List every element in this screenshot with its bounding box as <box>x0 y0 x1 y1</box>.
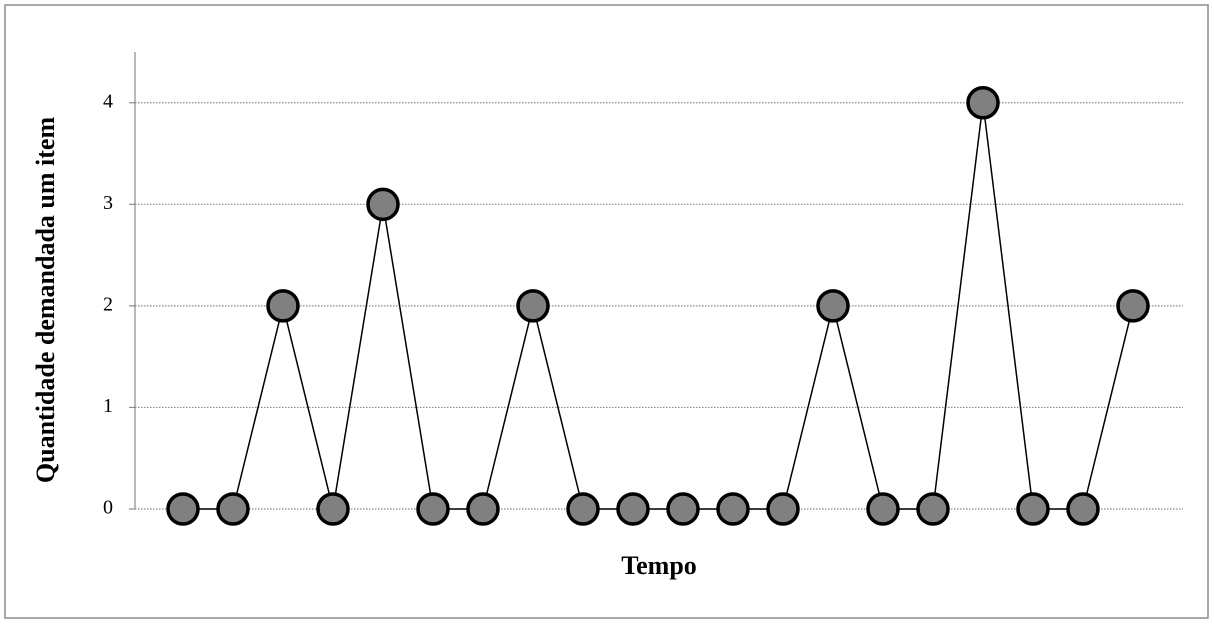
data-point <box>316 492 350 526</box>
data-point <box>1066 492 1100 526</box>
y-tick-label: 1 <box>103 395 113 417</box>
data-line <box>183 102 1134 510</box>
data-point <box>1116 289 1150 323</box>
data-point <box>766 492 800 526</box>
data-point <box>816 289 850 323</box>
data-point <box>516 289 550 323</box>
y-axis-title: Quantidade demandada um item <box>31 117 60 484</box>
data-point <box>166 492 200 526</box>
data-point <box>216 492 250 526</box>
data-point <box>616 492 650 526</box>
data-point <box>916 492 950 526</box>
y-tick-label: 3 <box>103 192 113 214</box>
data-point <box>866 492 900 526</box>
data-point <box>466 492 500 526</box>
data-point <box>966 86 1000 120</box>
data-point <box>266 289 300 323</box>
x-axis-title: Tempo <box>621 551 697 580</box>
data-point <box>566 492 600 526</box>
chart-frame <box>4 4 1209 619</box>
y-tick-label: 0 <box>103 497 113 519</box>
data-point <box>416 492 450 526</box>
data-point <box>366 187 400 222</box>
y-tick-label: 4 <box>103 90 113 112</box>
y-tick-label: 2 <box>103 293 113 315</box>
data-point <box>716 492 750 526</box>
data-point <box>666 492 700 526</box>
data-point <box>1016 492 1050 526</box>
